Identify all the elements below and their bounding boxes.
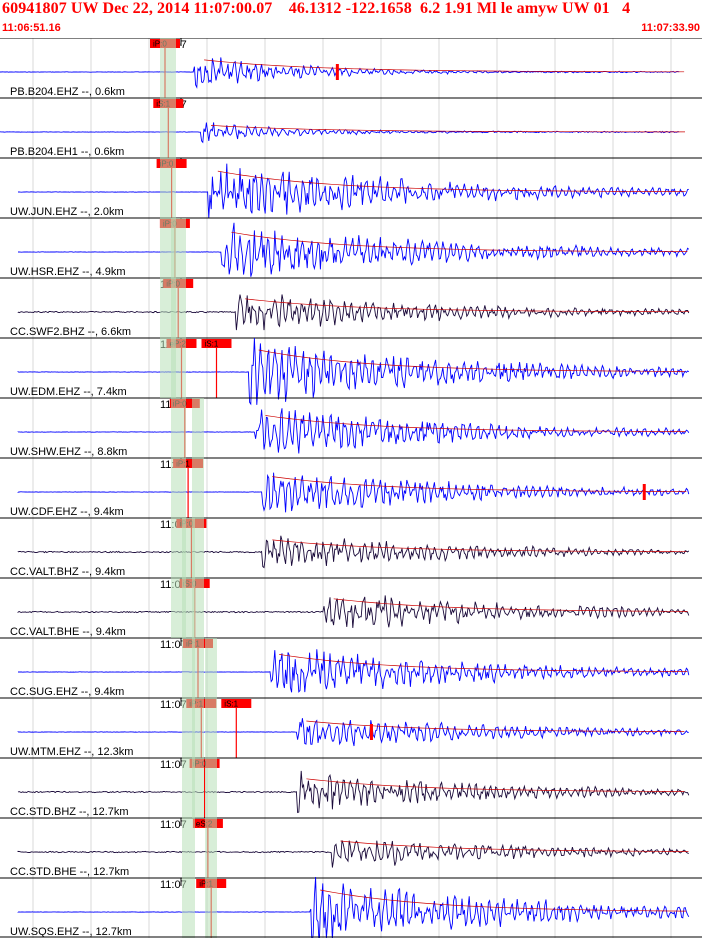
station-label: CC.VALT.BHZ --, 9.4km <box>10 566 125 578</box>
trace-row: 11:07iP:1CC.SUG.EHZ --, 9.4km <box>0 637 702 698</box>
trace-row: 11:07iP:0PB.B204.EHZ --, 0.6km <box>0 38 702 98</box>
station-label: UW.EDM.EHZ --, 7.4km <box>10 386 127 398</box>
phase-pick-box <box>201 339 232 348</box>
phase-window-bar <box>192 398 204 818</box>
header: 60941807 UW Dec 22, 2014 11:07:00.07 46.… <box>0 0 702 38</box>
phase-pick-label: eS:2 <box>196 820 213 829</box>
time-marker: 11:07 <box>160 699 187 711</box>
station-label: CC.SWF2.BHZ --, 6.6km <box>10 326 131 338</box>
phase-pick-label: iS:1 <box>205 340 219 349</box>
trace-row: 11:07iP:1iS:1UW.MTM.EHZ --, 12.3km <box>0 697 702 758</box>
decay-curve <box>258 349 685 372</box>
decay-curve <box>320 889 687 912</box>
station-label: UW.SHW.EHZ --, 8.8km <box>10 446 127 458</box>
station-label: UW.HSR.EHZ --, 4.9km <box>10 266 126 278</box>
decay-curve <box>306 778 685 792</box>
trace-row: 11:07iP:0UW.HSR.EHZ --, 4.9km <box>0 217 702 278</box>
trace-row: 11:07iP:1UW.CDF.EHZ --, 9.4km <box>0 457 702 518</box>
event-title: 60941807 UW Dec 22, 2014 11:07:00.07 46.… <box>2 0 631 17</box>
waveform-trace <box>17 408 690 454</box>
station-label: PB.B204.EHZ --, 0.6km <box>10 86 125 98</box>
trace-row: 11:07iP:0UW.SHW.EHZ --, 8.8km <box>0 397 702 458</box>
decay-curve <box>204 59 685 73</box>
trace-row: 11:07iP:0CC.SWF2.BHZ --, 6.6km <box>0 277 702 338</box>
decay-curve <box>217 170 686 193</box>
waveform-trace <box>17 294 690 331</box>
station-label: UW.SQS.EHZ --, 12.7km <box>10 926 132 938</box>
trace-row: 11:07iP:0UW.JUN.EHZ --, 2.0km <box>0 157 702 219</box>
waveform-trace <box>17 472 690 513</box>
waveform-trace <box>17 876 690 938</box>
phase-window-bar <box>205 638 217 938</box>
decay-curve <box>272 476 687 492</box>
decay-curve <box>265 415 686 432</box>
waveform-trace <box>17 337 690 406</box>
waveform-trace <box>18 649 690 693</box>
decay-curve <box>231 231 688 252</box>
station-label: PB.B204.EH1 --, 0.6km <box>10 146 124 158</box>
waveform-trace <box>0 122 680 144</box>
decay-curve <box>245 298 690 313</box>
decay-curve <box>333 598 688 612</box>
phase-window-bar <box>182 518 195 938</box>
phase-pick: iS:1 <box>201 339 232 398</box>
decay-curve <box>210 125 685 133</box>
seismogram-panel[interactable]: 11:07iP:0PB.B204.EHZ --, 0.6km11:07iS:1P… <box>0 38 702 938</box>
end-time-label: 11:07:33.90 <box>641 22 700 34</box>
trace-row: 11:07eP:2iS:1UW.EDM.EHZ --, 7.4km <box>0 337 702 406</box>
phase-pick: iS:1 <box>221 699 252 758</box>
trace-row: 11:07iP:1UW.SQS.EHZ --, 12.7km <box>0 876 702 938</box>
time-marker: 11:07 <box>160 879 187 891</box>
time-marker: 11:07 <box>160 639 187 651</box>
trace-row: 11:07iP:0CC.STD.BHZ --, 12.7km <box>0 757 702 818</box>
trace-row: 11:07iP:0CC.VALT.BHZ --, 9.4km <box>0 517 702 578</box>
waveform-trace <box>17 595 690 628</box>
waveform-trace <box>17 718 689 747</box>
station-label: UW.CDF.EHZ --, 9.4km <box>10 506 124 518</box>
station-label: CC.SUG.EHZ --, 9.4km <box>10 686 124 698</box>
waveform-trace <box>17 840 689 868</box>
station-label: UW.MTM.EHZ --, 12.3km <box>10 746 133 758</box>
phase-pick-box <box>221 699 252 708</box>
waveform-trace <box>17 770 690 814</box>
decay-curve <box>279 654 688 672</box>
station-label: UW.JUN.EHZ --, 2.0km <box>10 206 124 218</box>
waveform-trace <box>18 222 690 277</box>
phase-pick-box <box>189 759 220 768</box>
waveform-trace <box>0 57 680 89</box>
station-label: CC.STD.BHE --, 12.7km <box>10 866 129 878</box>
decay-curve <box>272 539 687 553</box>
station-label: CC.VALT.BHE --, 9.4km <box>10 626 126 638</box>
start-time-label: 11:06:51.16 <box>2 22 61 34</box>
decay-curve <box>340 840 689 852</box>
waveform-trace <box>17 535 690 569</box>
time-marker: 11:07 <box>160 759 187 771</box>
decay-curve <box>306 720 685 732</box>
station-label: CC.STD.BHZ --, 12.7km <box>10 806 129 818</box>
trace-row: 11:07 eS:2 CC.STD.BHE --, 12.7km <box>0 817 702 878</box>
waveform-trace <box>17 163 689 219</box>
phase-pick-box <box>173 459 204 468</box>
time-marker: 11:07 <box>160 819 187 831</box>
phase-pick-label: iS:1 <box>224 700 238 709</box>
